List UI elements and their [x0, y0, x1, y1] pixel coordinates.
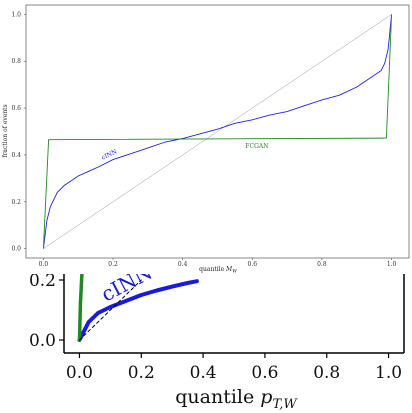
top-y-tick-label: 0.2: [11, 199, 21, 206]
bottom-x-tick-label: 0.4: [190, 363, 217, 383]
top-y-axis-label: fraction of events: [2, 104, 9, 157]
top-y-tick-label: 0.8: [11, 58, 21, 65]
bottom-x-axis-label: quantile pT,W: [175, 386, 298, 412]
top-series-line-cinn: [42, 14, 393, 249]
top-axis-ticks: 0.0 0.2 0.4 0.6 0.8 1.0 0.0 0.2 0.4 0.6 0.8 1.0: [11, 11, 396, 268]
bottom-series-line-dashed-reference: [79, 279, 142, 341]
top-x-axis-label: quantile MW: [199, 266, 237, 275]
bottom-x-tick-label: 1.0: [375, 363, 402, 383]
top-y-tick-label: 1.0: [11, 11, 21, 18]
bottom-series-line-cinn: [77, 279, 199, 342]
bottom-series-line-green-series: [77, 274, 84, 342]
bottom-y-tick-label: 0.0: [29, 331, 56, 351]
bottom-x-tick-label: 0.2: [128, 363, 155, 383]
bottom-x-tick-label: 0.6: [251, 363, 278, 383]
top-y-tick-label: 0.0: [11, 246, 21, 253]
top-series-label-fcgan: FCGAN: [245, 143, 268, 150]
top-series-line-diagonal-reference: [43, 14, 392, 249]
top-x-tick-label: 0.2: [108, 261, 118, 268]
bottom-y-tick-label: 0.2: [29, 271, 56, 291]
top-x-tick-label: 1.0: [387, 261, 397, 268]
top-x-tick-label: 0.4: [178, 261, 188, 268]
top-y-tick-label: 0.6: [11, 105, 21, 112]
top-x-tick-label: 0.8: [317, 261, 327, 268]
bottom-axis-ticks: 0.0 0.2 0.4 0.6 0.8 1.0 0.0 0.2: [29, 271, 402, 383]
top-y-tick-label: 0.4: [11, 152, 21, 159]
top-series-line-fcgan: [42, 14, 393, 249]
bottom-x-tick-label: 0.0: [66, 363, 93, 383]
bottom-x-tick-label: 0.8: [313, 363, 340, 383]
bottom-chart-marks: [77, 274, 199, 342]
top-x-tick-label: 0.6: [248, 261, 258, 268]
top-x-tick-label: 0.0: [39, 261, 49, 268]
